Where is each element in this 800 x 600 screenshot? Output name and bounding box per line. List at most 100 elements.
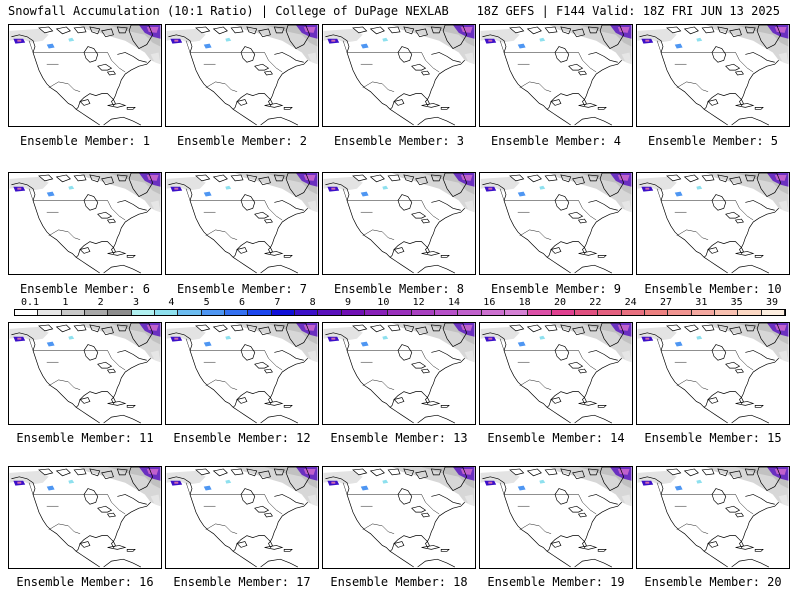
snowfall-color-scale: 0.1 1 2 3 4 5 6 7 8 9 10 12 14 16 18 20 22 24 27 31 35 39 — [14, 297, 786, 327]
member-caption: Ensemble Member: 12 — [173, 431, 311, 445]
scale-swatch — [318, 310, 342, 315]
north-america-map — [166, 173, 318, 274]
scale-label: 20 — [553, 297, 567, 308]
member-caption: Ensemble Member: 18 — [330, 575, 468, 589]
scale-swatch — [691, 310, 715, 315]
ensemble-member-map — [165, 24, 319, 127]
scale-swatch — [201, 310, 225, 315]
scale-label: 27 — [659, 297, 673, 308]
member-caption: Ensemble Member: 2 — [176, 134, 308, 148]
scale-label: 24 — [624, 297, 637, 308]
scale-label: 3 — [132, 297, 140, 308]
ensemble-member-map — [636, 24, 790, 127]
ensemble-member-map — [479, 466, 633, 569]
member-caption: Ensemble Member: 11 — [16, 431, 154, 445]
member-caption: Ensemble Member: 13 — [330, 431, 468, 445]
north-america-map — [480, 173, 632, 274]
scale-swatch — [574, 310, 599, 315]
member-caption: Ensemble Member: 1 — [19, 134, 151, 148]
north-america-map — [323, 173, 475, 274]
member-caption: Ensemble Member: 9 — [490, 282, 622, 296]
scale-swatch — [108, 310, 132, 315]
north-america-map — [166, 323, 318, 424]
scale-swatch — [224, 310, 249, 315]
scale-swatch — [294, 310, 319, 315]
ensemble-member-map — [165, 466, 319, 569]
scale-label: 22 — [589, 297, 602, 308]
ensemble-member-map — [636, 172, 790, 275]
north-america-map — [9, 25, 161, 126]
scale-swatch — [61, 310, 85, 315]
ensemble-member-map — [8, 24, 162, 127]
north-america-map — [323, 467, 475, 568]
scale-label: 0.1 — [20, 297, 40, 308]
scale-swatch — [761, 310, 785, 315]
member-caption: Ensemble Member: 10 — [644, 282, 782, 296]
ensemble-member-map — [322, 322, 476, 425]
scale-label: 7 — [274, 297, 281, 308]
scale-swatch — [434, 310, 459, 315]
scale-swatch — [714, 310, 739, 315]
ensemble-member-map — [479, 322, 633, 425]
member-caption: Ensemble Member: 6 — [19, 282, 151, 296]
ensemble-member-map — [8, 172, 162, 275]
scale-swatch — [644, 310, 669, 315]
north-america-map — [9, 173, 161, 274]
member-caption: Ensemble Member: 16 — [16, 575, 154, 589]
scale-swatch — [504, 310, 529, 315]
north-america-map — [637, 25, 789, 126]
scale-swatch — [621, 310, 645, 315]
member-caption: Ensemble Member: 5 — [647, 134, 779, 148]
scale-swatch — [528, 310, 552, 315]
scale-label: 6 — [238, 297, 246, 308]
member-caption: Ensemble Member: 17 — [173, 575, 311, 589]
ensemble-member-map — [636, 322, 790, 425]
model-valid-time: 18Z GEFS | F144 Valid: 18Z FRI JUN 13 20… — [476, 4, 780, 18]
scale-label: 35 — [730, 297, 743, 308]
member-caption: Ensemble Member: 8 — [333, 282, 465, 296]
scale-swatch — [668, 310, 692, 315]
scale-swatch — [738, 310, 762, 315]
scale-swatch — [38, 310, 62, 315]
member-caption: Ensemble Member: 15 — [644, 431, 782, 445]
member-caption: Ensemble Member: 20 — [644, 575, 782, 589]
scale-swatch — [411, 310, 435, 315]
ensemble-member-map — [479, 172, 633, 275]
ensemble-member-map — [165, 322, 319, 425]
scale-swatch — [154, 310, 179, 315]
scale-swatch — [271, 310, 295, 315]
scale-label: 8 — [309, 297, 316, 308]
north-america-map — [9, 467, 161, 568]
north-america-map — [480, 25, 632, 126]
ensemble-member-map — [8, 466, 162, 569]
scale-swatch — [458, 310, 482, 315]
ensemble-member-map — [8, 322, 162, 425]
scale-label: 31 — [695, 297, 708, 308]
north-america-map — [166, 467, 318, 568]
ensemble-member-map — [322, 24, 476, 127]
scale-label: 18 — [518, 297, 531, 308]
member-caption: Ensemble Member: 19 — [487, 575, 625, 589]
north-america-map — [480, 323, 632, 424]
map-title: Snowfall Accumulation (10:1 Ratio) | Col… — [8, 4, 449, 18]
scale-swatch — [481, 310, 505, 315]
ensemble-member-map — [165, 172, 319, 275]
ensemble-member-map — [322, 172, 476, 275]
scale-label: 16 — [483, 297, 496, 308]
scale-swatch — [131, 310, 155, 315]
scale-label: 14 — [447, 297, 461, 308]
scale-swatch — [15, 310, 39, 315]
scale-label: 10 — [377, 297, 390, 308]
member-caption: Ensemble Member: 14 — [487, 431, 625, 445]
scale-label: 12 — [412, 297, 425, 308]
scale-label: 4 — [168, 297, 175, 308]
scale-swatch — [598, 310, 622, 315]
scale-swatch — [364, 310, 389, 315]
north-america-map — [323, 25, 475, 126]
scale-bar — [14, 309, 786, 316]
scale-swatch — [178, 310, 202, 315]
scale-label: 39 — [765, 297, 779, 308]
scale-label: 2 — [97, 297, 104, 308]
scale-label: 9 — [344, 297, 352, 308]
scale-swatch — [388, 310, 412, 315]
